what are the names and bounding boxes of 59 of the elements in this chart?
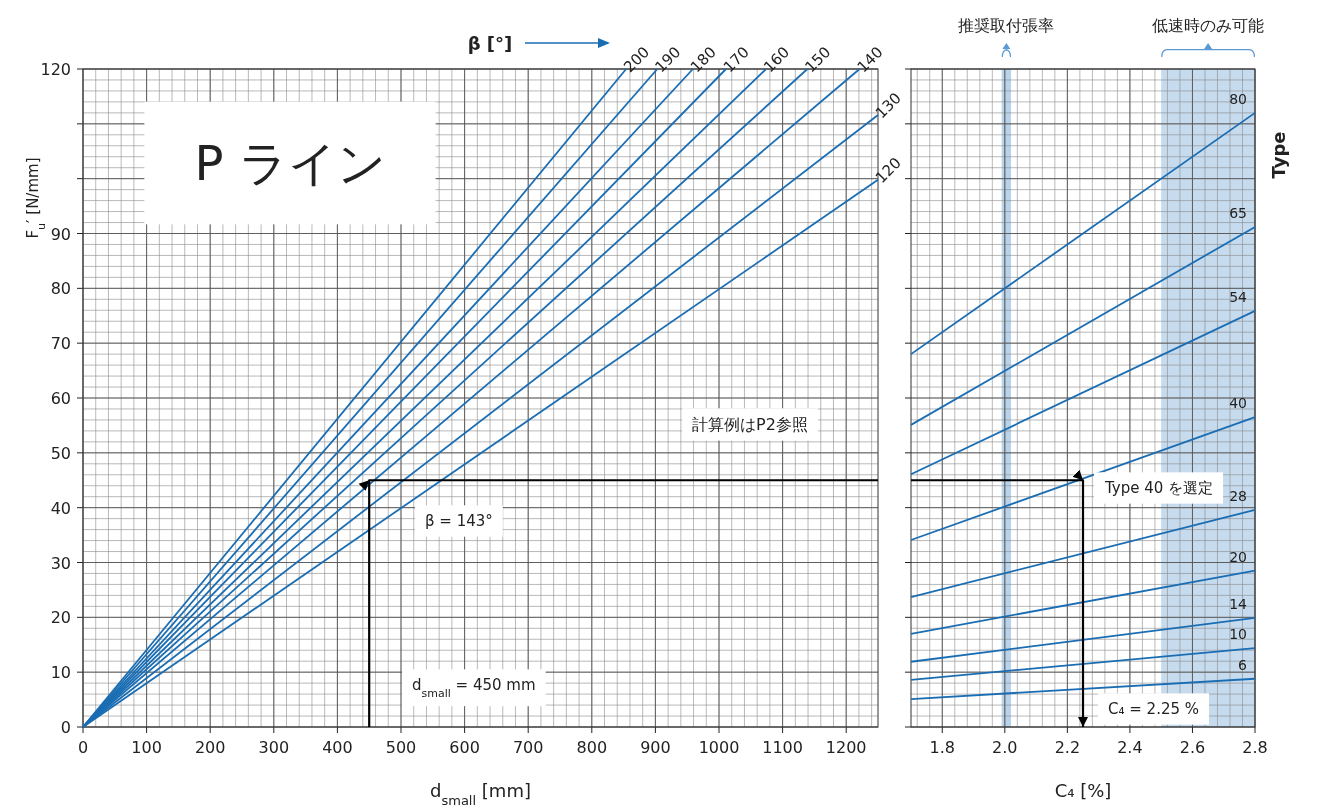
y-tick-label: 120: [40, 60, 71, 79]
series-label: 40: [1229, 395, 1247, 412]
annotation: P ライン: [194, 135, 386, 191]
series-label: 28: [1229, 487, 1247, 504]
x-tick-label: 2.8: [1242, 738, 1268, 757]
x-tick-label: 1.8: [929, 738, 955, 757]
text: 150: [801, 42, 835, 76]
series-label: 10: [1229, 626, 1247, 643]
x-tick-label: 300: [258, 738, 290, 757]
annotation: β = 143°: [425, 512, 493, 530]
x-tick-label: 100: [131, 738, 162, 757]
band-label: 低速時のみ可能: [1152, 16, 1265, 35]
series-label: 54: [1229, 288, 1248, 305]
x-tick-label: 1000: [698, 738, 740, 757]
x-tick-label: 500: [385, 738, 417, 757]
x-tick-label: 0: [77, 738, 89, 757]
y-tick-label: 70: [50, 334, 71, 354]
series-label: 14: [1229, 595, 1248, 612]
text: 120: [871, 153, 905, 187]
annotation: Type 40 を選定: [1104, 479, 1214, 497]
y-tick-label: 40: [50, 498, 71, 518]
x-tick-label: 600: [449, 738, 480, 757]
x-tick-label: 2.4: [1117, 738, 1143, 757]
x-tick-label: 800: [576, 738, 608, 757]
annotation: C₄ = 2.25 %: [1108, 700, 1200, 718]
series-label: 80: [1229, 90, 1247, 107]
y-tick-label: 80: [50, 279, 71, 299]
x-tick-label: 900: [640, 738, 671, 757]
x-axis-title: C₄ [%]: [1054, 780, 1112, 801]
x-axis-title: d$_{small}$ [mm]: [430, 780, 531, 808]
series-label: 20: [1229, 548, 1247, 565]
y-tick-label: 30: [50, 553, 71, 573]
y-tick-label: 90: [50, 224, 71, 244]
text: 160: [760, 42, 794, 76]
band-label: 推奨取付張率: [958, 16, 1055, 35]
text: 170: [719, 42, 753, 76]
x-tick-label: 200: [194, 738, 226, 757]
x-tick-label: 1200: [825, 738, 867, 757]
y-tick-label: 50: [50, 443, 71, 463]
series-label: 65: [1229, 204, 1247, 221]
y-tick-label: 20: [50, 608, 71, 628]
annotation: d$_{small}$ = 450 mm: [412, 676, 536, 700]
x-tick-label: 2.0: [992, 738, 1018, 757]
text: 130: [871, 89, 905, 123]
text: 140: [853, 42, 887, 76]
legend-title: β [°]: [467, 33, 513, 54]
y-tick-label: 0: [60, 718, 71, 737]
x-tick-label: 400: [322, 738, 353, 757]
x-tick-label: 700: [512, 738, 544, 757]
x-tick-label: 2.2: [1054, 738, 1081, 757]
y-tick-label: 60: [50, 389, 71, 408]
text: 180: [686, 42, 720, 76]
x-tick-label: 2.6: [1179, 738, 1206, 757]
annotation: 計算例はP2参照: [692, 415, 808, 434]
x-tick-label: 1100: [762, 738, 803, 757]
y-tick-label: 10: [50, 663, 71, 683]
text: 190: [651, 42, 685, 76]
series-label: 6: [1238, 656, 1248, 673]
legend-title: Type: [1268, 131, 1289, 179]
